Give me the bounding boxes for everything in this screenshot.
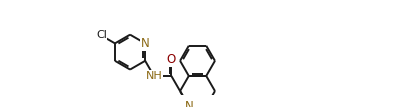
Text: N: N (184, 100, 193, 107)
Text: O: O (167, 53, 176, 66)
Text: NH: NH (146, 71, 162, 81)
Text: N: N (184, 100, 193, 107)
Text: Cl: Cl (96, 30, 107, 40)
Text: N: N (141, 37, 150, 50)
